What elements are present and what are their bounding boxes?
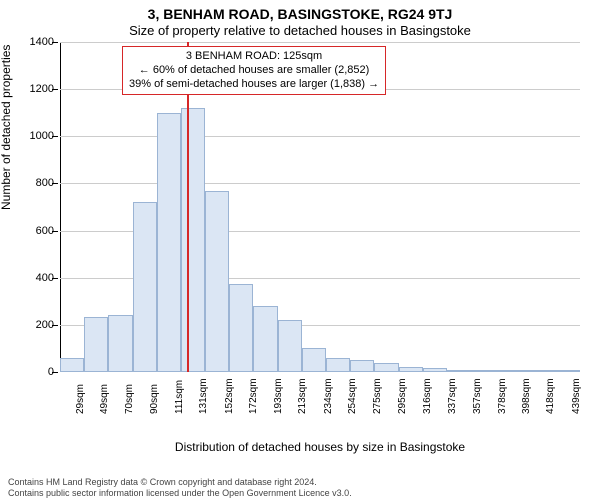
x-tick-label: 111sqm xyxy=(174,380,185,414)
annotation-line-2: ← 60% of detached houses are smaller (2,… xyxy=(129,64,379,78)
x-tick-label: 439sqm xyxy=(571,378,582,414)
histogram-bar xyxy=(520,370,544,372)
gridline xyxy=(60,136,580,137)
histogram-bar xyxy=(157,113,181,372)
page-title: 3, BENHAM ROAD, BASINGSTOKE, RG24 9TJ xyxy=(0,0,600,23)
x-tick-label: 295sqm xyxy=(397,378,408,414)
footer-line-2: Contains public sector information licen… xyxy=(8,488,592,498)
x-tick-label: 90sqm xyxy=(149,384,160,414)
footer-attribution: Contains HM Land Registry data © Crown c… xyxy=(8,477,592,498)
x-tick-label: 398sqm xyxy=(521,378,532,414)
gridline xyxy=(60,42,580,43)
histogram-bar xyxy=(84,317,108,372)
histogram-bar xyxy=(229,284,253,372)
annotation-line-3: 39% of semi-detached houses are larger (… xyxy=(129,78,379,92)
x-tick-label: 213sqm xyxy=(297,378,308,414)
histogram-bar xyxy=(278,320,302,372)
y-tick-label: 1200 xyxy=(14,83,54,95)
histogram-bar xyxy=(133,202,157,372)
histogram-bar xyxy=(568,370,580,372)
chart-subtitle: Size of property relative to detached ho… xyxy=(0,23,600,41)
y-tick-label: 200 xyxy=(14,319,54,331)
y-tick-label: 600 xyxy=(14,225,54,237)
x-tick-label: 337sqm xyxy=(447,378,458,414)
histogram-bar xyxy=(399,367,423,372)
histogram-bar xyxy=(181,108,205,372)
histogram-bar xyxy=(471,370,495,372)
x-tick-label: 172sqm xyxy=(248,378,259,414)
histogram-bar xyxy=(350,360,374,372)
y-tick-label: 1000 xyxy=(14,130,54,142)
annotation-box: 3 BENHAM ROAD: 125sqm← 60% of detached h… xyxy=(122,46,386,95)
y-tick-label: 400 xyxy=(14,272,54,284)
x-tick-label: 29sqm xyxy=(75,384,86,414)
x-tick-label: 193sqm xyxy=(273,378,284,414)
histogram-bar xyxy=(108,315,132,372)
x-tick-label: 316sqm xyxy=(422,378,433,414)
x-tick-label: 275sqm xyxy=(372,378,383,414)
y-tick-label: 1400 xyxy=(14,36,54,48)
x-tick-label: 418sqm xyxy=(545,378,556,414)
histogram-bar xyxy=(374,363,398,372)
x-tick-label: 131sqm xyxy=(198,378,209,414)
plot-wrap: 020040060080010001200140029sqm49sqm70sqm… xyxy=(60,42,580,412)
x-tick-label: 70sqm xyxy=(124,384,135,414)
histogram-bar xyxy=(544,370,568,372)
histogram-bar xyxy=(253,306,277,372)
histogram-bar xyxy=(302,348,326,372)
histogram-bar xyxy=(205,191,229,373)
y-tick-label: 800 xyxy=(14,177,54,189)
annotation-line-1: 3 BENHAM ROAD: 125sqm xyxy=(129,50,379,64)
y-axis-label: Number of detached properties xyxy=(0,45,13,210)
histogram-bar xyxy=(447,370,471,372)
histogram-bar xyxy=(423,368,447,372)
x-tick-label: 357sqm xyxy=(472,378,483,414)
x-tick-label: 254sqm xyxy=(347,378,358,414)
x-tick-label: 49sqm xyxy=(99,384,110,414)
y-tick-label: 0 xyxy=(14,366,54,378)
gridline xyxy=(60,183,580,184)
x-axis-label: Distribution of detached houses by size … xyxy=(60,440,580,454)
y-axis-line xyxy=(60,42,61,372)
plot-area: 020040060080010001200140029sqm49sqm70sqm… xyxy=(60,42,580,372)
histogram-bar xyxy=(326,358,350,372)
x-tick-label: 378sqm xyxy=(497,378,508,414)
footer-line-1: Contains HM Land Registry data © Crown c… xyxy=(8,477,592,487)
chart-container: { "title": "3, BENHAM ROAD, BASINGSTOKE,… xyxy=(0,0,600,500)
histogram-bar xyxy=(495,370,519,372)
histogram-bar xyxy=(60,358,84,372)
x-tick-label: 234sqm xyxy=(323,378,334,414)
x-tick-label: 152sqm xyxy=(224,378,235,414)
